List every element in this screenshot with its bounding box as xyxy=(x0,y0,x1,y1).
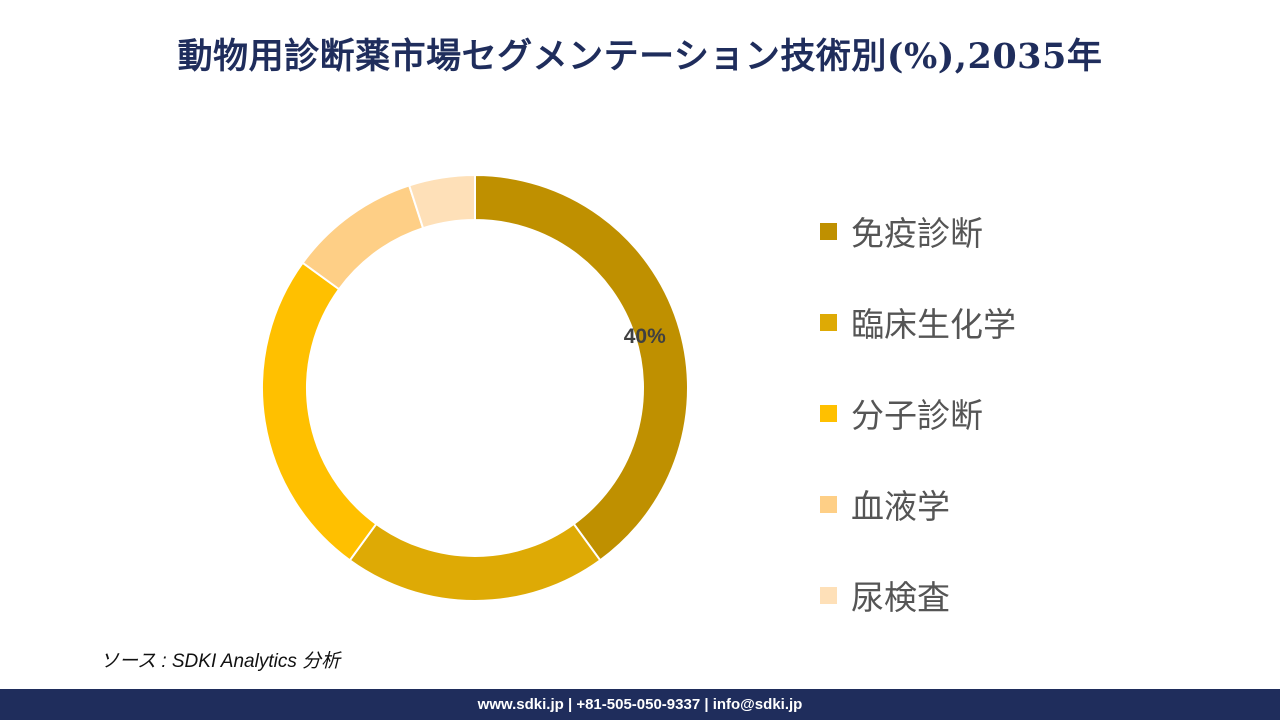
legend-swatch xyxy=(820,586,837,604)
legend-swatch xyxy=(820,404,837,422)
legend-item-hematology: 血液学 xyxy=(820,458,1016,550)
data-label-immunodiagnostics: 40% xyxy=(624,325,666,348)
legend-item-urinalysis: 尿検査 xyxy=(820,549,1016,641)
donut-slice-urinalysis xyxy=(407,173,476,230)
donut-slice-hematology xyxy=(301,184,425,291)
legend-swatch xyxy=(820,313,837,331)
legend-label: 尿検査 xyxy=(851,578,950,617)
legend-label: 免疫診断 xyxy=(851,214,983,253)
donut-slice-molecular-diagnostics xyxy=(261,261,378,562)
legend-item-immunodiagnostics: 免疫診断 xyxy=(820,185,1016,277)
legend-item-molecular-diagnostics: 分子診断 xyxy=(820,367,1016,459)
legend-swatch xyxy=(820,495,837,513)
legend-label: 血液学 xyxy=(851,487,950,526)
source-note: ソース : SDKI Analytics 分析 xyxy=(100,651,341,672)
footer-contact-bar: www.sdki.jp | +81-505-050-9337 | info@sd… xyxy=(0,689,1280,720)
chart-legend: 免疫診断臨床生化学分子診断血液学尿検査 xyxy=(820,186,1016,641)
donut-slice-clinical-biochemistry xyxy=(348,522,602,602)
chart-title: 動物用診断薬市場セグメンテーション技術別(%),2035年 xyxy=(177,36,1103,77)
legend-label: 分子診断 xyxy=(851,396,983,435)
legend-label: 臨床生化学 xyxy=(851,305,1016,344)
legend-swatch xyxy=(820,222,837,240)
legend-item-clinical-biochemistry: 臨床生化学 xyxy=(820,276,1016,368)
donut-slice-immunodiagnostics xyxy=(474,173,689,562)
